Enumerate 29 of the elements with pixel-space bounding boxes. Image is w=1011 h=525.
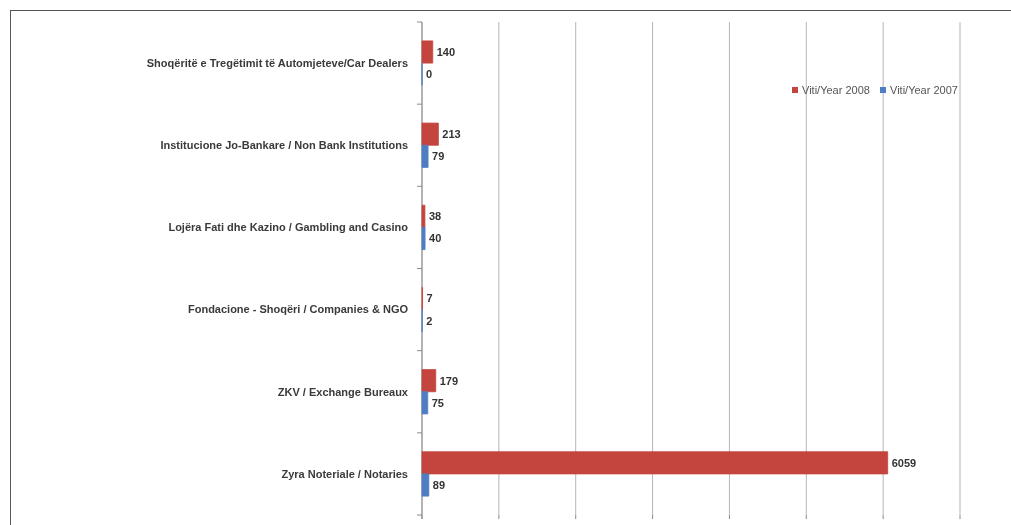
- data-label: 140: [436, 45, 456, 58]
- data-label: 89: [432, 478, 446, 491]
- y-tick-label: Lojëra Fati dhe Kazino / Gambling and Casino: [168, 221, 409, 234]
- bar: [421, 451, 889, 475]
- y-tick-label: Institucione Jo-Bankare / Non Bank Institutions: [160, 139, 408, 152]
- bar: [421, 122, 439, 146]
- y-tick-label: Fondacione - Shoqëri / Companies & NGO: [187, 303, 409, 316]
- legend-label: Viti/Year 2008: [802, 83, 870, 96]
- y-tick-label: Shoqëritë e Tregëtimit të Automjeteve/Car Dealers: [146, 56, 408, 69]
- bar: [421, 204, 426, 228]
- data-label: 79: [432, 150, 445, 163]
- data-label: 7: [426, 292, 433, 305]
- data-label: 38: [428, 210, 442, 223]
- bar: [421, 40, 434, 64]
- data-label: 40: [429, 232, 442, 245]
- bar: [421, 369, 437, 393]
- data-label: 179: [439, 374, 459, 387]
- data-label: 6059: [891, 456, 917, 469]
- data-label: 2: [426, 314, 433, 327]
- bar: [421, 227, 426, 250]
- legend-label: Viti/Year 2007: [890, 83, 958, 96]
- bar: [421, 473, 430, 497]
- bar: [421, 391, 429, 415]
- data-label: 213: [442, 128, 461, 141]
- bar: [421, 144, 429, 168]
- data-label: 75: [431, 396, 445, 409]
- y-tick-label: Zyra Noteriale / Notaries: [281, 467, 408, 480]
- data-label: 0: [426, 68, 433, 81]
- y-tick-label: ZKV / Exchange Bureaux: [277, 385, 409, 398]
